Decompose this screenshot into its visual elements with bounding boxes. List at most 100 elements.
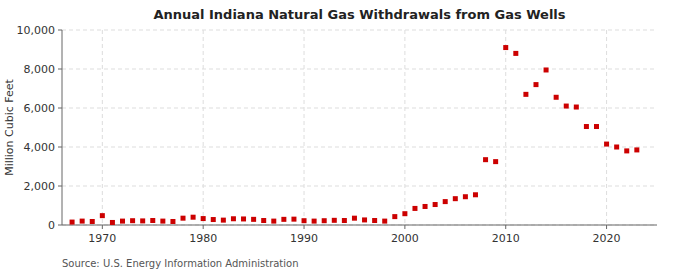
x-tick-label: 2000	[391, 232, 419, 245]
x-grid-line	[606, 30, 607, 225]
y-tick-label: 0	[48, 219, 55, 232]
point	[584, 124, 589, 129]
y-tick-label: 2,000	[24, 180, 56, 193]
point	[624, 148, 629, 153]
x-tick	[203, 225, 204, 229]
point	[211, 217, 216, 222]
point	[181, 216, 186, 221]
x-axis-line	[62, 225, 657, 226]
point	[231, 216, 236, 221]
x-tick	[304, 225, 305, 229]
y-axis-line	[62, 30, 63, 225]
x-tick-label: 2010	[492, 232, 520, 245]
x-tick	[606, 225, 607, 229]
point	[564, 104, 569, 109]
point	[170, 219, 175, 224]
title: Annual Indiana Natural Gas Withdrawals f…	[153, 7, 565, 22]
point	[100, 213, 105, 218]
point	[312, 219, 317, 224]
y-tick-label: 10,000	[17, 24, 56, 37]
point	[433, 202, 438, 207]
points	[70, 45, 640, 225]
point	[302, 218, 307, 223]
point	[493, 159, 498, 164]
point	[544, 67, 549, 72]
point	[483, 157, 488, 162]
point	[191, 215, 196, 220]
point	[140, 218, 145, 223]
y-tick	[58, 30, 62, 31]
y-grid-line	[62, 147, 657, 148]
point	[281, 217, 286, 222]
point	[443, 199, 448, 204]
point	[523, 92, 528, 97]
point	[634, 147, 639, 152]
x-tick	[505, 225, 506, 229]
y-grid-line	[62, 186, 657, 187]
point	[80, 219, 85, 224]
x-grid-line	[404, 30, 405, 225]
y-tick-label: 4,000	[24, 141, 56, 154]
point	[503, 45, 508, 50]
y-grid-line	[62, 30, 657, 31]
x-grid-line	[304, 30, 305, 225]
point	[261, 218, 266, 223]
point	[473, 192, 478, 197]
point	[130, 218, 135, 223]
y-tick	[58, 69, 62, 70]
point	[382, 219, 387, 224]
x-tick-label: 1990	[290, 232, 318, 245]
point	[594, 124, 599, 129]
point	[221, 218, 226, 223]
point	[271, 219, 276, 224]
x-tick	[404, 225, 405, 229]
y-tick-label: 6,000	[24, 102, 56, 115]
point	[533, 82, 538, 87]
point	[70, 220, 75, 225]
y-tick	[58, 147, 62, 148]
point	[392, 214, 397, 219]
point	[110, 220, 115, 225]
x-tick-label: 1980	[189, 232, 217, 245]
point	[291, 217, 296, 222]
y-tick	[58, 108, 62, 109]
y-grid-line	[62, 69, 657, 70]
point	[463, 194, 468, 199]
point	[614, 145, 619, 150]
x-grid-line	[203, 30, 204, 225]
x-tick-label: 2020	[593, 232, 621, 245]
y-tick-label: 8,000	[24, 63, 56, 76]
point	[342, 218, 347, 223]
y-grid-line	[62, 225, 657, 226]
point	[554, 95, 559, 100]
point	[362, 217, 367, 222]
point	[251, 217, 256, 222]
point	[372, 218, 377, 223]
grid	[62, 30, 657, 225]
y-axis-label: Million Cubic Feet	[3, 78, 16, 175]
x-grid-line	[102, 30, 103, 225]
x-tick-label: 1970	[88, 232, 116, 245]
point	[332, 218, 337, 223]
annotation: Source: U.S. Energy Information Administ…	[62, 258, 299, 269]
point	[352, 216, 357, 221]
point	[604, 142, 609, 147]
y-tick	[58, 186, 62, 187]
point	[201, 216, 206, 221]
point	[241, 216, 246, 221]
point	[90, 219, 95, 224]
point	[423, 204, 428, 209]
point	[160, 219, 165, 224]
x-tick	[102, 225, 103, 229]
point	[150, 218, 155, 223]
chart: 0 2,000 4,000 6,000 8,000 10,000 1970 1980 1990 2…	[0, 0, 675, 275]
x-grid-line	[505, 30, 506, 225]
y-tick	[58, 225, 62, 226]
point	[513, 51, 518, 56]
point	[453, 196, 458, 201]
point	[574, 105, 579, 110]
point	[412, 206, 417, 211]
point	[120, 219, 125, 224]
point	[402, 211, 407, 216]
point	[322, 218, 327, 223]
